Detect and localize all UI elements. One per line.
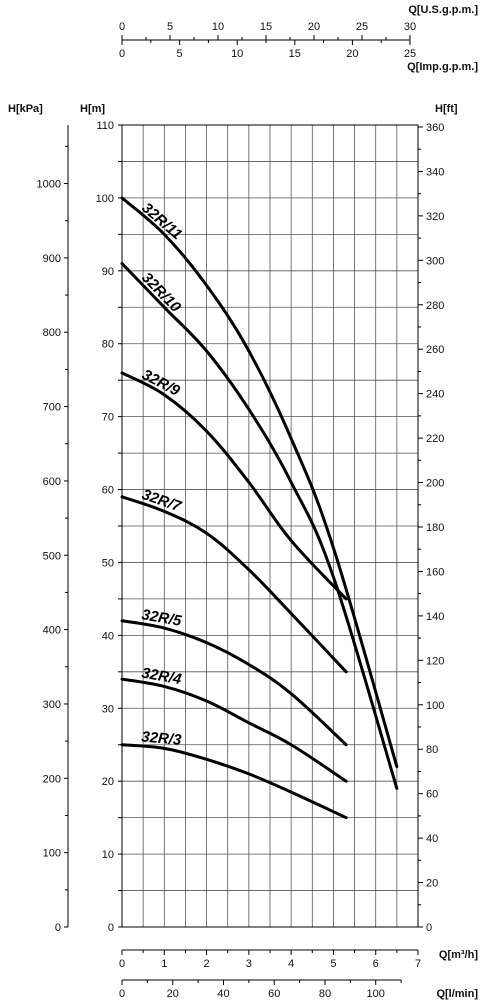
usgpm-tick-label: 10	[212, 21, 224, 33]
impgpm-tick-label: 0	[119, 48, 125, 60]
ft-tick-label: 120	[426, 655, 444, 667]
curve-label-32r-3: 32R/3	[141, 728, 183, 748]
curve-label-32r-10: 32R/10	[138, 269, 184, 316]
kpa-tick-label: 500	[43, 550, 61, 562]
ft-tick-label: 220	[426, 433, 444, 445]
usgpm-tick-label: 15	[260, 21, 272, 33]
curve-32r-10	[120, 262, 399, 790]
kpa-tick-label: 0	[55, 922, 61, 934]
impgpm-tick-label: 25	[404, 48, 416, 60]
m3h-axis-title: Q[m³/h]	[439, 949, 478, 961]
lmin-tick-label: 60	[268, 988, 280, 1000]
chart-axes	[64, 35, 423, 985]
ft-tick-label: 240	[426, 389, 444, 401]
kpa-tick-label: 400	[43, 625, 61, 637]
usgpm-tick-label: 25	[356, 21, 368, 33]
ft-tick-label: 0	[426, 922, 432, 934]
ft-tick-label: 80	[426, 744, 438, 756]
impgpm-tick-label: 5	[177, 48, 183, 60]
kpa-tick-label: 900	[43, 253, 61, 265]
h-m-tick-label: 90	[102, 266, 114, 278]
lmin-tick-label: 40	[217, 988, 229, 1000]
lmin-tick-label: 20	[167, 988, 179, 1000]
curve-label-32r-9: 32R/9	[139, 366, 183, 400]
usgpm-tick-label: 30	[404, 21, 416, 33]
h-m-tick-label: 110	[96, 120, 114, 132]
curve-label-32r-4: 32R/4	[140, 665, 183, 689]
usgpm-tick-label: 5	[167, 21, 173, 33]
tick-labels: 0102030405060708090100110010020030040050…	[37, 21, 445, 1000]
curve-32r-3	[120, 743, 348, 820]
m3h-tick-label: 4	[288, 958, 294, 970]
h-m-tick-label: 50	[102, 557, 114, 569]
curve-32r-7	[120, 495, 348, 674]
impgpm-tick-label: 20	[346, 48, 358, 60]
h-m-tick-label: 10	[102, 849, 114, 861]
pump-curves	[120, 196, 399, 820]
kpa-tick-label: 800	[43, 327, 61, 339]
ft-tick-label: 100	[426, 700, 444, 712]
usgpm-axis-title: Q[U.S.g.p.m.]	[408, 4, 478, 16]
usgpm-tick-label: 0	[119, 21, 125, 33]
lmin-tick-label: 80	[319, 988, 331, 1000]
curve-label-32r-5: 32R/5	[140, 606, 183, 630]
h-m-axis-title: H[m]	[80, 103, 105, 115]
usgpm-tick-label: 20	[308, 21, 320, 33]
ft-tick-label: 200	[426, 478, 444, 490]
m3h-tick-label: 7	[415, 958, 421, 970]
kpa-tick-label: 1000	[37, 179, 61, 191]
m3h-tick-label: 5	[330, 958, 336, 970]
ft-tick-label: 60	[426, 789, 438, 801]
curve-32r-4	[120, 677, 348, 783]
h-ft-axis-title: H[ft]	[435, 103, 458, 115]
axis-titles: Q[U.S.g.p.m.] Q[Imp.g.p.m.] H[kPa] H[m] H[ft…	[8, 4, 478, 1000]
curve-label-32r-11: 32R/11	[138, 199, 185, 243]
h-m-tick-label: 100	[96, 193, 114, 205]
m3h-tick-label: 0	[119, 958, 125, 970]
m3h-tick-label: 1	[161, 958, 167, 970]
h-m-tick-label: 40	[102, 630, 114, 642]
kpa-tick-label: 100	[43, 848, 61, 860]
kpa-tick-label: 300	[43, 699, 61, 711]
h-m-tick-label: 30	[102, 703, 114, 715]
impgpm-axis-title: Q[Imp.g.p.m.]	[407, 61, 478, 73]
ft-tick-label: 260	[426, 344, 444, 356]
h-m-tick-label: 0	[108, 922, 114, 934]
plot-grid	[121, 124, 419, 928]
ft-tick-label: 160	[426, 566, 444, 578]
ft-tick-label: 360	[426, 122, 444, 134]
lmin-tick-label: 0	[119, 988, 125, 1000]
ft-tick-label: 340	[426, 166, 444, 178]
ft-tick-label: 280	[426, 300, 444, 312]
kpa-tick-label: 200	[43, 773, 61, 785]
ft-tick-label: 180	[426, 522, 444, 534]
lmin-axis-title: Q[l/min]	[436, 988, 478, 1000]
h-m-tick-label: 20	[102, 776, 114, 788]
m3h-tick-label: 3	[246, 958, 252, 970]
kpa-tick-label: 700	[43, 402, 61, 414]
h-m-tick-label: 80	[102, 339, 114, 351]
ft-tick-label: 300	[426, 255, 444, 267]
curve-32r-11	[120, 196, 399, 769]
ft-tick-label: 20	[426, 878, 438, 890]
curve-32r-9	[120, 371, 348, 601]
m3h-tick-label: 2	[204, 958, 210, 970]
h-m-tick-label: 60	[102, 485, 114, 497]
kpa-axis-title: H[kPa]	[8, 103, 43, 115]
ft-tick-label: 320	[426, 211, 444, 223]
impgpm-tick-label: 15	[289, 48, 301, 60]
ft-tick-label: 140	[426, 611, 444, 623]
curve-32r-5	[120, 619, 348, 747]
m3h-tick-label: 6	[373, 958, 379, 970]
h-m-tick-label: 70	[102, 412, 114, 424]
ft-tick-label: 40	[426, 833, 438, 845]
kpa-tick-label: 600	[43, 476, 61, 488]
lmin-tick-label: 100	[367, 988, 385, 1000]
impgpm-tick-label: 10	[231, 48, 243, 60]
